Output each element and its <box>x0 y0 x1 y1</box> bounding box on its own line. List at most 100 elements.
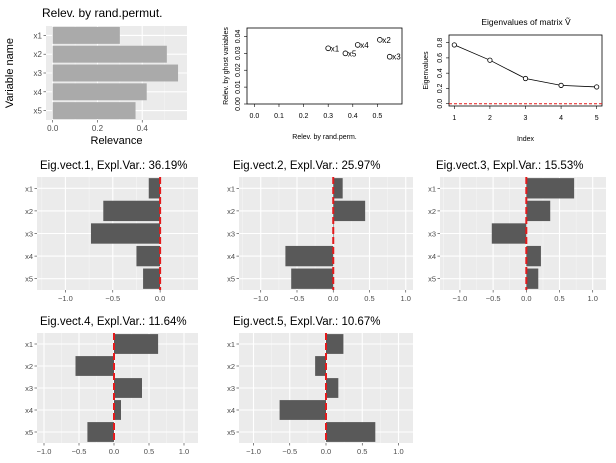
relev-bar-x3 <box>52 64 179 82</box>
ev2-title: Eig.vect.2, Expl.Var.: 25.97% <box>233 160 380 172</box>
ev4-xtick-4: 1.0 <box>179 447 189 456</box>
ev2-ytick-x2: x2 <box>227 207 235 216</box>
ev2-xtick-4: 1.0 <box>401 294 411 303</box>
ghost-point-label-x4: x4 <box>360 41 369 50</box>
ev5-xtick-0: −1.0 <box>246 447 261 456</box>
ev5-bar-x5 <box>326 422 376 442</box>
ghost-xtick-2: 0.2 <box>299 113 309 120</box>
ev1-bar-x5 <box>143 268 161 289</box>
eigen-ytick-2: 0.4 <box>437 68 444 78</box>
ghost-point-label-x3: x3 <box>392 53 401 62</box>
ev2-bar-x1 <box>333 178 343 199</box>
eigen-xtick-1: 2 <box>488 115 492 122</box>
ev5-bar-x3 <box>326 378 339 398</box>
ev3-xtick-2: 0.0 <box>521 294 531 303</box>
ev5-chart: x1 x2 x3 x4 x5 −1.0 −0.5 0.0 0.5 1.0 Eig.vect.5, E… <box>227 316 413 456</box>
ev5-ytick-x2: x2 <box>227 362 235 371</box>
ev2-bar-x2 <box>333 200 366 222</box>
ev4-xtick-1: −0.5 <box>72 447 87 456</box>
ev4-xtick-0: −1.0 <box>37 447 52 456</box>
relev-xtick-0: 0.0 <box>47 124 59 133</box>
ev4-ytick-x5: x5 <box>25 428 33 437</box>
ev2-chart: x1 x2 x3 x4 x5 −1.0 −0.5 0.0 0.5 1.0 Eig.vect.2, E… <box>227 160 413 303</box>
ev1-ytick-x1: x1 <box>25 184 33 193</box>
ev3-ytick-x3: x3 <box>428 230 436 239</box>
ev4-ytick-x1: x1 <box>25 340 33 349</box>
ev5-xtick-4: 1.0 <box>393 447 403 456</box>
ev3-bar-x3 <box>491 223 527 244</box>
eigen-ytick-0: 0.0 <box>437 99 444 109</box>
relev-ytick-x5: x5 <box>34 107 43 116</box>
ev3-bar-x5 <box>526 268 539 289</box>
ev5-title: Eig.vect.5, Expl.Var.: 10.67% <box>233 316 380 328</box>
eigen-point-4 <box>558 82 564 88</box>
ev5-ytick-x3: x3 <box>227 384 235 393</box>
ev1-ytick-x4: x4 <box>25 252 33 261</box>
ev4-ytick-x4: x4 <box>25 406 33 415</box>
ev1-ytick-x5: x5 <box>25 275 33 284</box>
ev2-ytick-x1: x1 <box>227 184 235 193</box>
ev3-ytick-x4: x4 <box>428 252 436 261</box>
ghost-ylabel: Relev. by ghost variables <box>223 27 230 105</box>
ev3-xtick-3: 0.5 <box>554 294 564 303</box>
eigen-ylabel: Eigenvalues <box>423 51 430 90</box>
ghost-ytick-3: 0.03 <box>235 46 242 60</box>
ev3-title: Eig.vect.3, Expl.Var.: 15.53% <box>436 160 583 172</box>
eigen-xtick-4: 5 <box>595 115 599 122</box>
ev4-bar-x4 <box>114 400 121 420</box>
relev-xtick-1: 0.2 <box>92 124 104 133</box>
ghost-point-label-x1: x1 <box>331 44 340 53</box>
ev5-bar-x4 <box>279 400 326 420</box>
relev-chart: x1 x2 x3 x4 x5 0.0 0.2 0.4 Relev. by rand.permut… <box>4 6 187 147</box>
eigen-point-5 <box>594 84 600 90</box>
ghost-ytick-1: 0.01 <box>235 80 242 94</box>
ev4-bar-x1 <box>114 334 159 354</box>
ev3-xtick-0: −1.0 <box>453 294 468 303</box>
ev3-ytick-x1: x1 <box>428 184 436 193</box>
ghost-point-label-x5: x5 <box>348 49 357 58</box>
ghost-ytick-0: 0.00 <box>235 97 242 111</box>
ev1-title: Eig.vect.1, Expl.Var.: 36.19% <box>40 160 187 172</box>
ev5-xtick-1: −0.5 <box>282 447 297 456</box>
relev-bar-x2 <box>52 45 167 63</box>
ev2-bar-x5 <box>291 268 334 289</box>
ghost-point-label-x2: x2 <box>382 36 391 45</box>
ev2-xtick-1: −0.5 <box>290 294 305 303</box>
ev5-xtick-2: 0.0 <box>321 447 331 456</box>
ev3-xtick-1: −0.5 <box>486 294 501 303</box>
ghost-xtick-4: 0.4 <box>348 113 358 120</box>
ev5-xtick-3: 0.5 <box>357 447 367 456</box>
ev5-bar-x2 <box>315 356 326 376</box>
eigen-point-2 <box>487 57 493 63</box>
ev1-chart: x1 x2 x3 x4 x5 −1.0 −0.5 0.0 Eig.vect.1, Expl.Va… <box>25 160 198 303</box>
ghost-xtick-1: 0.1 <box>274 113 284 120</box>
ev4-xtick-3: 0.5 <box>144 447 154 456</box>
eigen-point-1 <box>451 42 457 48</box>
ghost-xtick-3: 0.3 <box>323 113 333 120</box>
ev3-ytick-x2: x2 <box>428 207 436 216</box>
eigen-ytick-1: 0.2 <box>437 83 444 93</box>
relev-ytick-x2: x2 <box>34 50 43 59</box>
ev3-bar-x4 <box>526 245 541 267</box>
ghost-xtick-5: 0.5 <box>373 113 383 120</box>
ghost-frame <box>246 27 403 105</box>
ev1-xtick-0: −1.0 <box>58 294 73 303</box>
ev1-xtick-1: −0.5 <box>105 294 120 303</box>
ev4-bar-x5 <box>87 422 114 442</box>
ev1-ytick-x2: x2 <box>25 207 33 216</box>
ghost-point-x1 <box>325 45 331 52</box>
eigen-xtick-0: 1 <box>452 115 456 122</box>
eigen-frame <box>448 34 603 107</box>
ev1-xtick-2: 0.0 <box>155 294 165 303</box>
ev2-bar-x4 <box>285 245 334 267</box>
ev3-bar-x2 <box>526 200 551 222</box>
relev-ytick-x4: x4 <box>34 88 43 97</box>
ev4-ytick-x3: x3 <box>25 384 33 393</box>
relev-ylabel: Variable name <box>4 38 16 108</box>
eigen-point-3 <box>522 75 529 82</box>
ev1-ytick-x3: x3 <box>25 230 33 239</box>
ghost-point-x5 <box>342 50 349 57</box>
ev2-xtick-3: 0.5 <box>364 294 374 303</box>
ev4-title: Eig.vect.4, Expl.Var.: 11.64% <box>40 316 187 328</box>
